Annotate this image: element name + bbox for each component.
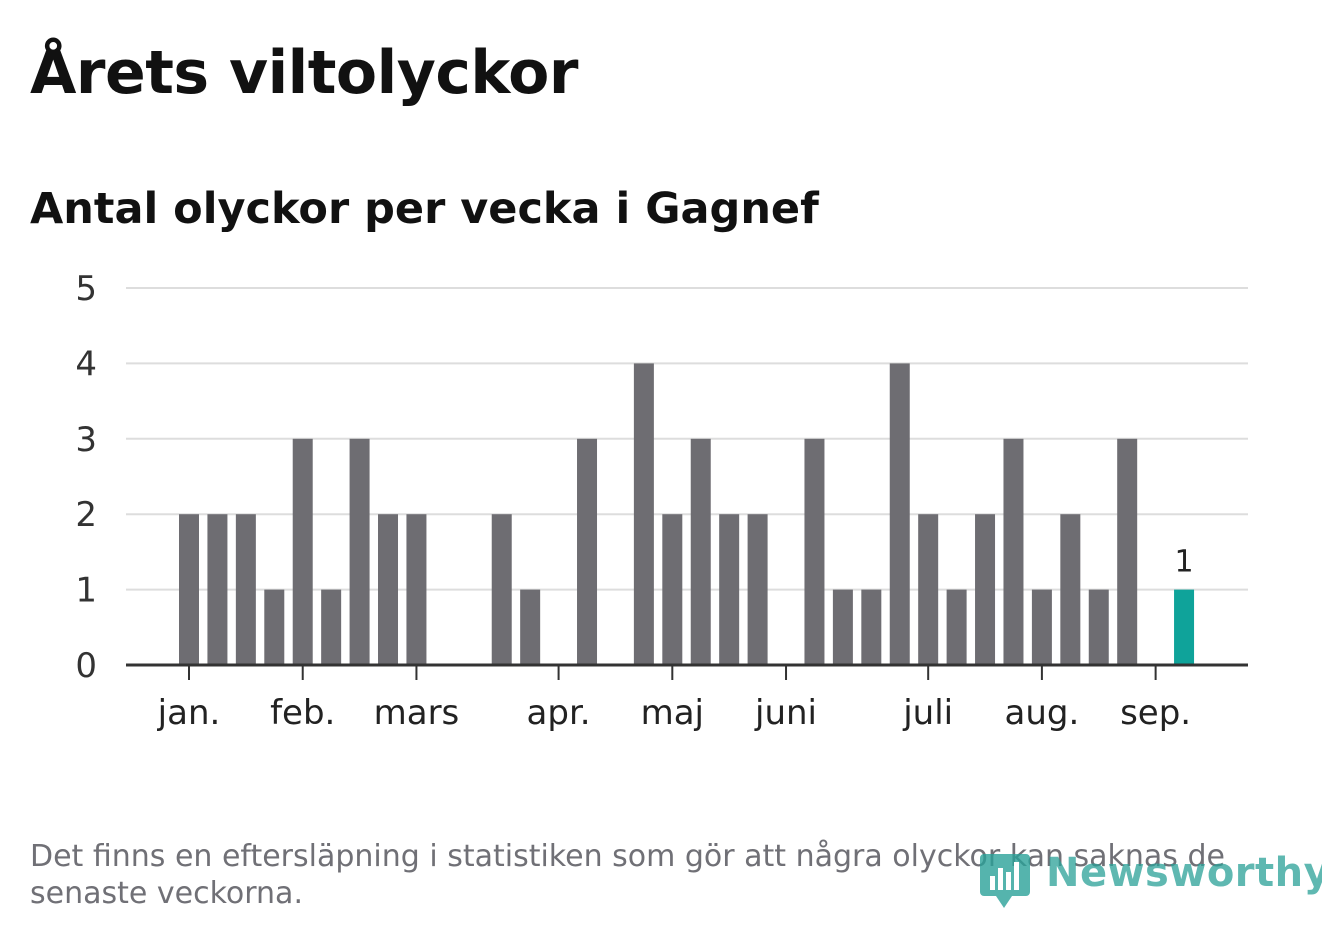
y-tick-label: 1: [75, 571, 97, 611]
bar: [975, 514, 996, 665]
y-tick-label: 4: [75, 344, 97, 384]
bar-chart: 0 1 2 3 4 5 jan. feb. mars apr. maj juni juli aug. sep…: [75, 269, 1248, 733]
bar: [321, 589, 342, 665]
labels: 0 1 2 3 4 5 jan. feb. mars apr. maj juni juli aug. sep…: [75, 269, 1193, 733]
bar: [861, 589, 882, 665]
x-tick-label: sep.: [1120, 693, 1191, 733]
y-tick-label: 2: [75, 495, 97, 535]
x-tick-label: juli: [902, 693, 953, 733]
bar: [1060, 514, 1081, 665]
y-tick-label: 0: [75, 646, 97, 686]
bar: [520, 589, 541, 665]
bar: [804, 438, 825, 665]
bar: [832, 589, 853, 665]
y-tick-label: 3: [75, 420, 97, 460]
bar: [179, 514, 199, 665]
bar: [918, 514, 939, 665]
bar: [747, 514, 768, 665]
bar: [690, 438, 711, 665]
bar: [264, 589, 285, 665]
data-label: 1: [1175, 545, 1194, 580]
bar: [1088, 589, 1109, 665]
newsworthy-logo: Newsworthy: [980, 846, 1322, 912]
bar: [662, 514, 683, 665]
x-tick-label: feb.: [270, 693, 335, 733]
bar-highlight: [1174, 589, 1195, 665]
x-axis: [126, 663, 1248, 680]
chart-title: Årets viltolyckor: [30, 38, 579, 108]
bar: [235, 514, 256, 665]
bar: [889, 363, 910, 665]
bar: [577, 438, 598, 665]
bar: [1117, 438, 1138, 665]
y-tick-label: 5: [75, 269, 97, 309]
chart-speech-bubble-icon: [980, 854, 1030, 908]
bar: [292, 438, 313, 665]
x-tick-label: mars: [374, 693, 460, 733]
brand-name: Newsworthy: [1046, 850, 1322, 896]
x-tick-label: maj: [641, 693, 704, 733]
bar: [633, 363, 654, 665]
bar: [378, 514, 399, 665]
bar: [349, 438, 370, 665]
bars: [179, 363, 1195, 665]
bar: [946, 589, 967, 665]
bar: [406, 514, 427, 665]
x-tick-label: jan.: [157, 693, 221, 733]
chart-subtitle: Antal olyckor per vecka i Gagnef: [30, 184, 819, 234]
bar: [491, 514, 512, 665]
bar: [719, 514, 740, 665]
bar: [207, 514, 228, 665]
bar: [1003, 438, 1024, 665]
x-tick-label: juni: [754, 693, 817, 733]
x-tick-label: apr.: [527, 693, 591, 733]
x-tick-label: aug.: [1005, 693, 1080, 733]
bar: [1031, 589, 1052, 665]
